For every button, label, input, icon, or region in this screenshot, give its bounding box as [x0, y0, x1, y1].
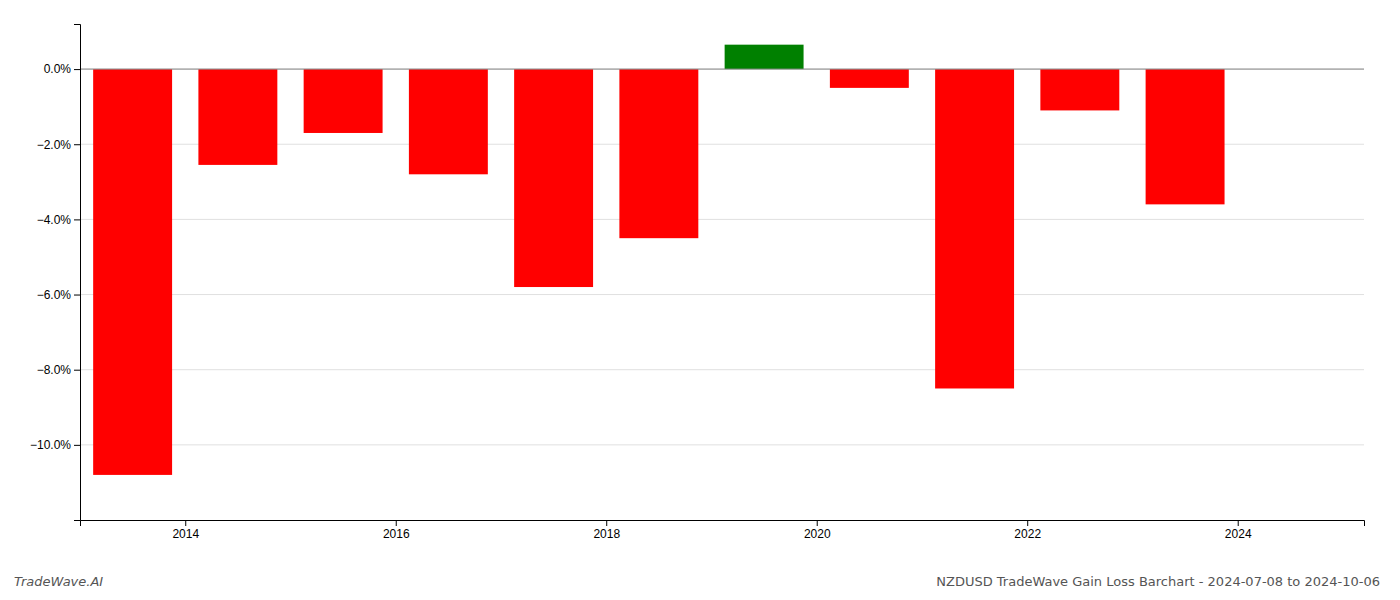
- zero-line: [80, 69, 1364, 70]
- title: NZDUSD TradeWave Gain Loss Barchart - 20…: [936, 574, 1380, 589]
- tick: 2016: [383, 520, 410, 541]
- tick: −10.0%: [30, 438, 80, 452]
- plot: 0.0%−2.0%−4.0%−6.0%−8.0%−10.0%2014201620…: [30, 25, 1365, 541]
- tick: 2018: [593, 520, 620, 541]
- x-axis: 2014 2016 2018 2020 2022 2024: [81, 520, 1365, 541]
- tick-label: 2020: [804, 527, 831, 541]
- tick-label: −2.0%: [37, 138, 72, 152]
- tick-mark: [74, 219, 80, 220]
- y-axis: 0.0% −2.0% −4.0% −6.0% −8.0% −10.0%: [30, 25, 81, 521]
- axis-line: [81, 521, 1365, 527]
- tick: 0.0%: [44, 62, 80, 76]
- grid-line: [80, 444, 1364, 445]
- tick-label: 2014: [172, 527, 199, 541]
- tick-label: −4.0%: [37, 213, 72, 227]
- tick: −6.0%: [37, 288, 80, 302]
- tick-mark: [1027, 520, 1028, 526]
- axis-line: [74, 25, 81, 521]
- tick: −8.0%: [37, 363, 80, 377]
- bars: [93, 45, 1224, 475]
- bar: [1040, 69, 1119, 110]
- tick-mark: [74, 69, 80, 70]
- bar: [409, 69, 488, 174]
- tick-label: 2022: [1014, 527, 1041, 541]
- tick: 2020: [804, 520, 831, 541]
- tick-label: −6.0%: [37, 288, 72, 302]
- tick-mark: [606, 520, 607, 526]
- tick-mark: [1238, 520, 1239, 526]
- grid-line: [80, 219, 1364, 220]
- tick: −2.0%: [37, 138, 80, 152]
- tick-label: 2024: [1225, 527, 1252, 541]
- chart: 0.0%−2.0%−4.0%−6.0%−8.0%−10.0%2014201620…: [0, 0, 1400, 600]
- bar: [93, 69, 172, 475]
- tick-mark: [74, 295, 80, 296]
- tick-mark: [185, 520, 186, 526]
- tick: −4.0%: [37, 213, 80, 227]
- bar: [304, 69, 383, 133]
- tick-label: −10.0%: [30, 438, 71, 452]
- tick-mark: [396, 520, 397, 526]
- bar: [619, 69, 698, 238]
- tick: 2024: [1225, 520, 1252, 541]
- tick-mark: [817, 520, 818, 526]
- tick-mark: [74, 370, 80, 371]
- tick: 2014: [172, 520, 199, 541]
- bar: [198, 69, 277, 165]
- watermark: TradeWave.AI: [14, 574, 103, 589]
- grid: [80, 69, 1364, 445]
- bar: [830, 69, 909, 88]
- tick-mark: [74, 144, 80, 145]
- tick-label: 2018: [593, 527, 620, 541]
- bar: [725, 45, 804, 69]
- grid-line: [80, 369, 1364, 370]
- tick-label: 0.0%: [44, 62, 72, 76]
- grid-line: [80, 69, 1364, 70]
- tick: 2022: [1014, 520, 1041, 541]
- grid-line: [80, 294, 1364, 295]
- bar: [935, 69, 1014, 388]
- tick-mark: [74, 445, 80, 446]
- bar: [1146, 69, 1225, 204]
- tick-label: −8.0%: [37, 363, 72, 377]
- bar: [514, 69, 593, 287]
- tick-label: 2016: [383, 527, 410, 541]
